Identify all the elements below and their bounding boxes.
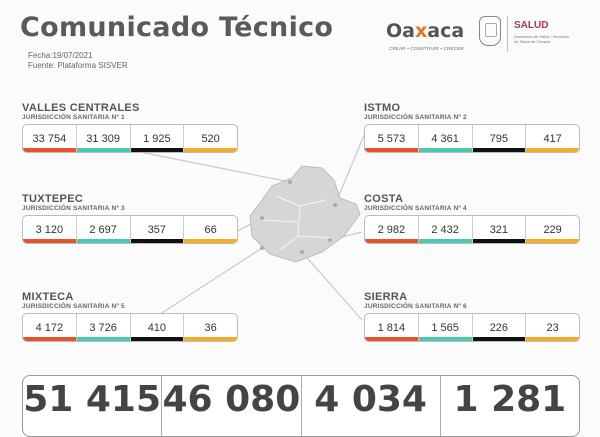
region-istmo: ISTMO JURISDICCIÓN SANITARIA Nº 2 5 573 … — [364, 102, 580, 153]
region-name: VALLES CENTRALES — [22, 102, 140, 114]
stat-deaths: 357 — [130, 216, 185, 243]
color-bar — [526, 148, 579, 152]
total-active: 1 281 — [453, 379, 567, 420]
color-bar — [76, 148, 130, 152]
region-jurisdiction: JURISDICCIÓN SANITARIA Nº 1 — [22, 114, 125, 121]
state-seal-icon — [479, 16, 501, 46]
color-bar — [472, 239, 526, 243]
region-valles-centrales: VALLES CENTRALES JURISDICCIÓN SANITARIA … — [22, 102, 238, 153]
oaxaca-tagline: CREAR • CONSTRUIR • CRECER — [389, 46, 464, 51]
region-costa: COSTA JURISDICCIÓN SANITARIA Nº 4 2 982 … — [364, 193, 580, 244]
color-bar — [130, 148, 184, 152]
stat-recovered: 2 697 — [76, 216, 131, 243]
stat-confirmed: 4 172 — [23, 314, 77, 341]
region-stats: 1 814 1 565 226 23 — [364, 313, 580, 342]
stat-confirmed: 5 573 — [365, 125, 419, 152]
color-bar — [76, 337, 130, 341]
region-name: TUXTEPEC — [22, 193, 84, 205]
stat-recovered: 31 309 — [76, 125, 131, 152]
color-bar — [418, 148, 472, 152]
totals-panel: 51 415 46 080 4 034 1 281 — [22, 375, 580, 437]
report-date: Fecha:19/07/2021 — [28, 51, 93, 60]
region-stats: 2 982 2 432 321 229 — [364, 215, 580, 244]
stat-confirmed: 33 754 — [23, 125, 77, 152]
total-deaths: 4 034 — [302, 376, 441, 436]
color-bar — [526, 239, 579, 243]
region-tuxtepec: TUXTEPEC JURISDICCIÓN SANITARIA Nº 3 3 1… — [22, 193, 238, 244]
report-source: Fuente: Plataforma SISVER — [28, 61, 128, 70]
region-stats: 33 754 31 309 1 925 520 — [22, 124, 238, 153]
color-bar — [418, 337, 472, 341]
color-bar — [526, 337, 579, 341]
color-bar — [23, 337, 76, 341]
stat-deaths: 1 925 — [130, 125, 185, 152]
color-bar — [184, 148, 237, 152]
stat-active: 36 — [184, 314, 237, 341]
color-bar — [184, 239, 237, 243]
region-jurisdiction: JURISDICCIÓN SANITARIA Nº 2 — [364, 114, 467, 121]
stat-confirmed: 1 814 — [365, 314, 419, 341]
logos: Oaxaca CREAR • CONSTRUIR • CRECER SALUD … — [386, 14, 586, 60]
stat-deaths: 226 — [472, 314, 527, 341]
region-stats: 3 120 2 697 357 66 — [22, 215, 238, 244]
color-bar — [23, 148, 76, 152]
stat-recovered: 4 361 — [418, 125, 473, 152]
page-title: Comunicado Técnico — [20, 12, 334, 43]
region-name: SIERRA — [364, 291, 408, 303]
region-jurisdiction: JURISDICCIÓN SANITARIA Nº 6 — [364, 303, 467, 310]
color-bar — [365, 337, 418, 341]
region-name: MIXTECA — [22, 291, 74, 303]
region-jurisdiction: JURISDICCIÓN SANITARIA Nº 5 — [22, 303, 125, 310]
salud-logo: SALUD — [514, 20, 549, 31]
stat-recovered: 2 432 — [418, 216, 473, 243]
stat-deaths: 410 — [130, 314, 185, 341]
stat-confirmed: 3 120 — [23, 216, 77, 243]
logo-divider — [507, 16, 508, 52]
color-bar — [130, 337, 184, 341]
stat-recovered: 1 565 — [418, 314, 473, 341]
color-bar — [365, 148, 418, 152]
stat-recovered: 3 726 — [76, 314, 131, 341]
stat-active: 417 — [526, 125, 579, 152]
color-bar — [365, 239, 418, 243]
color-bar — [130, 239, 184, 243]
color-bar — [472, 148, 526, 152]
total-recovered: 46 080 — [162, 376, 302, 436]
stat-active: 520 — [184, 125, 237, 152]
stat-active: 66 — [184, 216, 237, 243]
region-jurisdiction: JURISDICCIÓN SANITARIA Nº 3 — [22, 205, 125, 212]
salud-subtitle: Secretaría de Salud / Servicios de Salud… — [514, 34, 569, 44]
oaxaca-logo: Oaxaca — [386, 20, 465, 42]
color-bar — [472, 337, 526, 341]
color-bar — [76, 239, 130, 243]
oaxaca-map — [129, 132, 366, 323]
stat-active: 229 — [526, 216, 579, 243]
region-name: COSTA — [364, 193, 404, 205]
region-name: ISTMO — [364, 102, 401, 114]
total-confirmed: 51 415 — [23, 376, 163, 436]
region-stats: 5 573 4 361 795 417 — [364, 124, 580, 153]
region-jurisdiction: JURISDICCIÓN SANITARIA Nº 4 — [364, 205, 467, 212]
color-bar — [184, 337, 237, 341]
stat-deaths: 795 — [472, 125, 527, 152]
region-stats: 4 172 3 726 410 36 — [22, 313, 238, 342]
region-mixteca: MIXTECA JURISDICCIÓN SANITARIA Nº 5 4 17… — [22, 291, 238, 342]
region-sierra: SIERRA JURISDICCIÓN SANITARIA Nº 6 1 814… — [364, 291, 580, 342]
stat-deaths: 321 — [472, 216, 527, 243]
color-bar — [23, 239, 76, 243]
stat-confirmed: 2 982 — [365, 216, 419, 243]
stat-active: 23 — [526, 314, 579, 341]
color-bar — [418, 239, 472, 243]
